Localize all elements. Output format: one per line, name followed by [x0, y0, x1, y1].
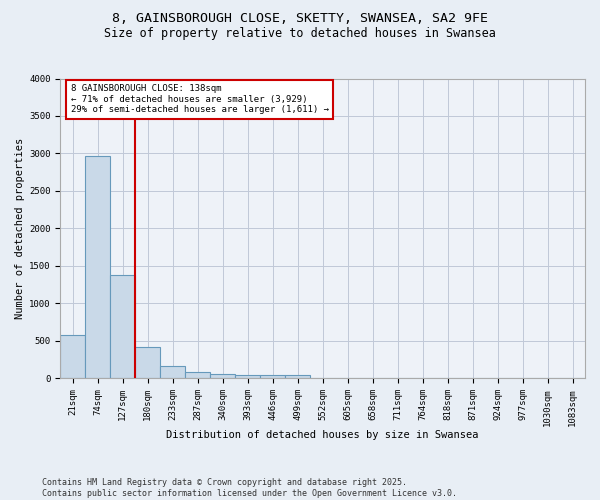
X-axis label: Distribution of detached houses by size in Swansea: Distribution of detached houses by size …: [166, 430, 479, 440]
Bar: [260, 374, 285, 378]
Bar: [136, 347, 160, 378]
Bar: [210, 374, 235, 378]
Bar: [85, 156, 110, 378]
Y-axis label: Number of detached properties: Number of detached properties: [15, 138, 25, 319]
Text: Size of property relative to detached houses in Swansea: Size of property relative to detached ho…: [104, 28, 496, 40]
Bar: [110, 275, 136, 378]
Bar: [235, 374, 260, 378]
Bar: [285, 374, 310, 378]
Bar: [61, 335, 85, 378]
Text: Contains HM Land Registry data © Crown copyright and database right 2025.
Contai: Contains HM Land Registry data © Crown c…: [42, 478, 457, 498]
Text: 8, GAINSBOROUGH CLOSE, SKETTY, SWANSEA, SA2 9FE: 8, GAINSBOROUGH CLOSE, SKETTY, SWANSEA, …: [112, 12, 488, 26]
Text: 8 GAINSBOROUGH CLOSE: 138sqm
← 71% of detached houses are smaller (3,929)
29% of: 8 GAINSBOROUGH CLOSE: 138sqm ← 71% of de…: [71, 84, 329, 114]
Bar: [160, 366, 185, 378]
Bar: [185, 372, 210, 378]
